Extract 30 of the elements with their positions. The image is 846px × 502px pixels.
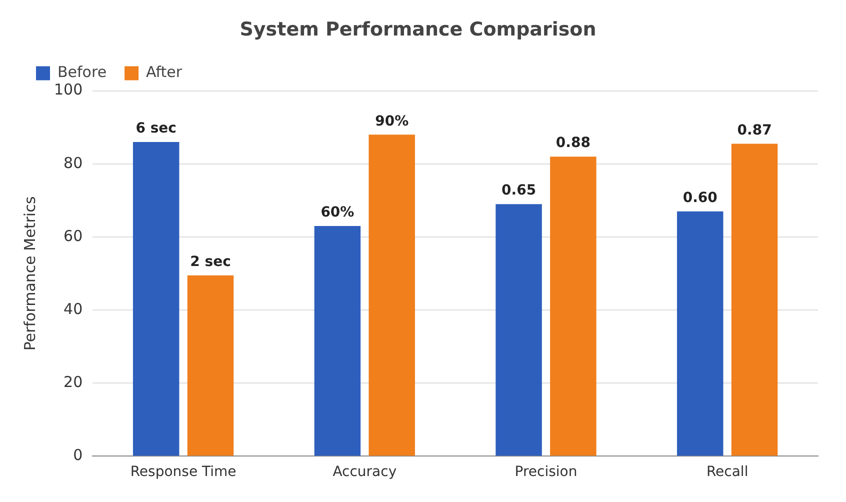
y-tick-label: 100 bbox=[54, 80, 83, 99]
legend-label: After bbox=[146, 63, 183, 82]
y-axis-title: Performance Metrics bbox=[20, 196, 39, 351]
annotation: 90% bbox=[375, 113, 409, 130]
y-tick-label: 60 bbox=[64, 226, 83, 245]
y-tick-label: 40 bbox=[64, 300, 83, 318]
y-tick-label: 20 bbox=[64, 373, 83, 392]
annotation: 60% bbox=[320, 204, 354, 221]
y-tick-label: 0 bbox=[73, 446, 83, 464]
bar bbox=[550, 156, 596, 456]
x-tick-label: Accuracy bbox=[332, 464, 397, 480]
x-tick-label: Recall bbox=[706, 464, 748, 480]
x-tick-label: Precision bbox=[514, 464, 578, 480]
bar bbox=[314, 226, 361, 456]
annotation: 6 sec bbox=[136, 120, 176, 137]
annotation: 2 sec bbox=[190, 254, 231, 270]
x-tick-label: Response Time bbox=[130, 464, 236, 480]
annotation: 0.87 bbox=[737, 122, 772, 138]
y-tick-label: 80 bbox=[64, 154, 83, 172]
annotation: 0.65 bbox=[502, 182, 536, 199]
bar bbox=[132, 142, 180, 456]
legend-label: Before bbox=[58, 63, 107, 82]
bar bbox=[368, 134, 415, 456]
bar bbox=[731, 144, 778, 456]
annotation: 0.88 bbox=[556, 135, 590, 152]
bar bbox=[187, 275, 234, 456]
bar bbox=[496, 204, 542, 456]
annotation: 0.60 bbox=[682, 190, 718, 206]
chart-title: System Performance Comparison bbox=[240, 18, 596, 40]
bar bbox=[677, 211, 724, 456]
